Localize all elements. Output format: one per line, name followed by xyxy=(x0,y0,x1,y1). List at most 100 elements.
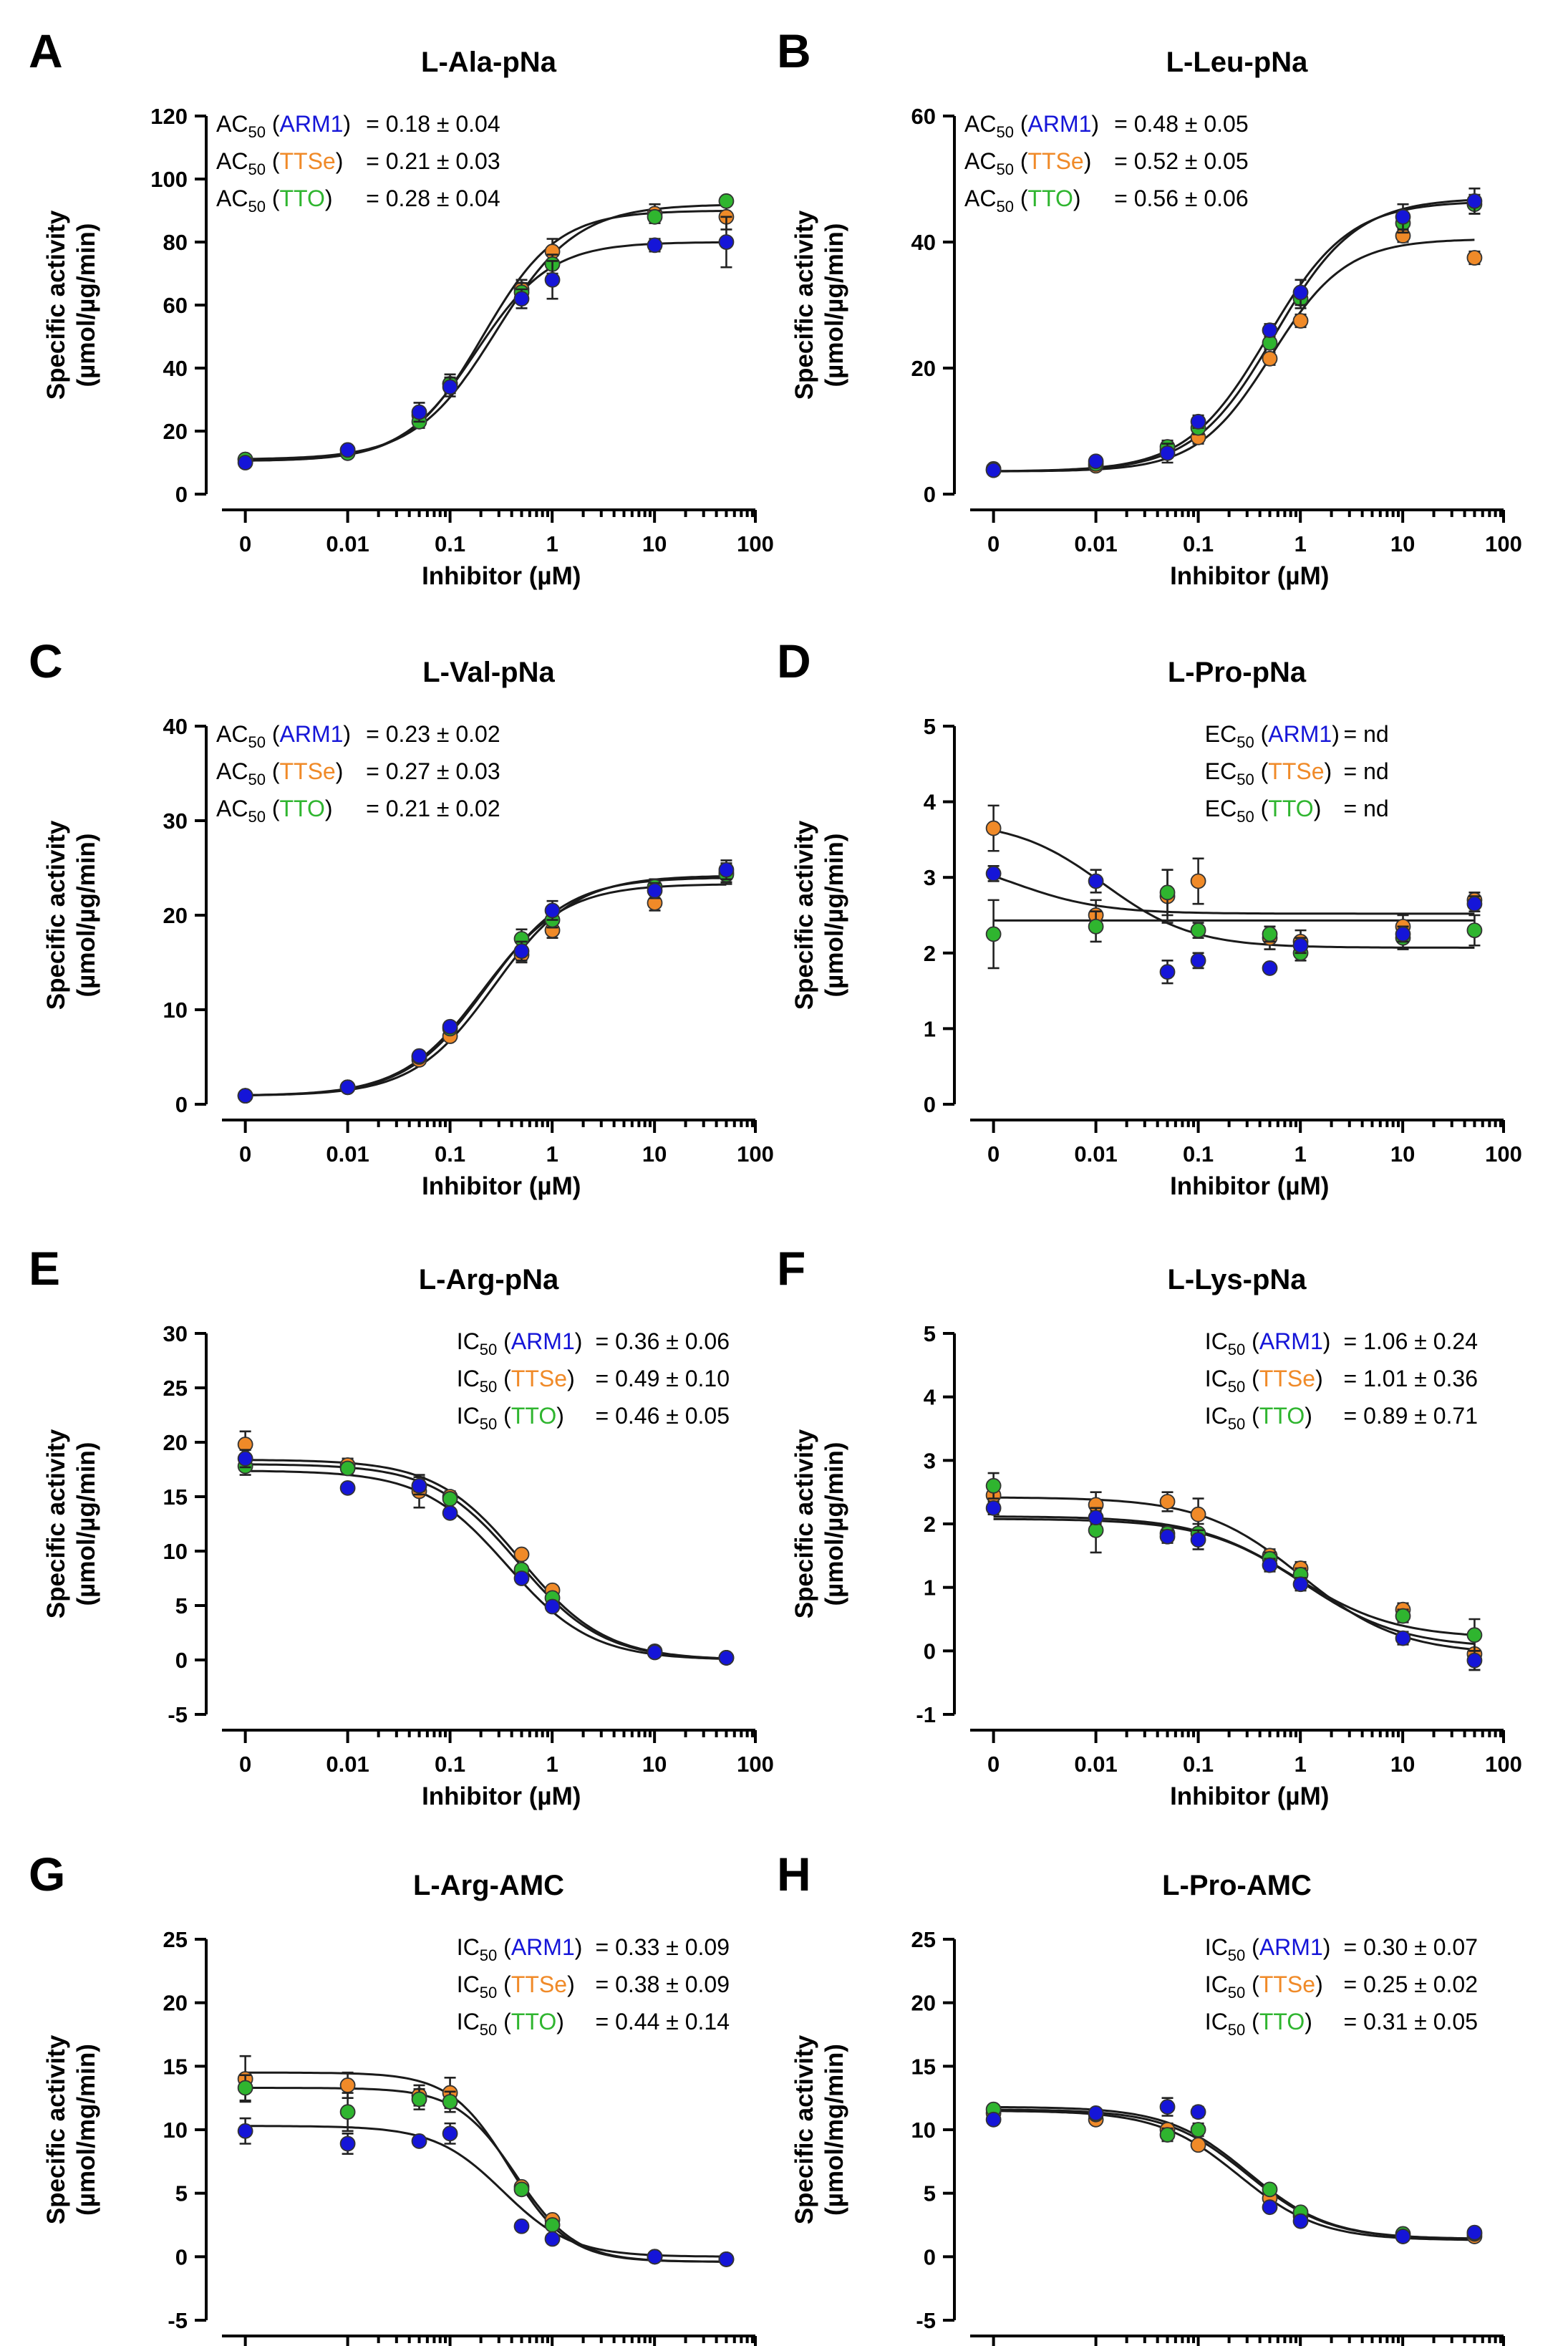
data-point-arm1 xyxy=(544,2231,561,2247)
fit-curve-ttse xyxy=(993,829,1475,949)
y-tick-label: 20 xyxy=(163,1991,188,2016)
data-point-tto xyxy=(1262,926,1278,942)
data-point-ttse xyxy=(1466,250,1483,266)
legend-param-subscript: 50 xyxy=(1228,1378,1245,1396)
x-tick-label: 10 xyxy=(1390,1752,1415,1777)
legend-param-subscript: 50 xyxy=(996,123,1013,141)
legend-paren: ( xyxy=(1254,758,1269,784)
x-tick-label: 0 xyxy=(239,531,251,556)
y-tick-label: 20 xyxy=(163,903,188,928)
data-point-arm1 xyxy=(647,2249,663,2265)
data-point-arm1 xyxy=(1292,937,1309,954)
panel-letter: A xyxy=(29,24,63,77)
data-point-arm1 xyxy=(1088,1510,1104,1526)
legend-param-subscript: 50 xyxy=(1237,733,1254,751)
y-tick-label: 25 xyxy=(163,1376,188,1401)
legend-param-name: IC xyxy=(1205,1328,1228,1354)
panel-title: L-Val-pNa xyxy=(422,657,555,688)
panel-g: GL-Arg-AMC-5051015202500.010.1110100Inhi… xyxy=(29,1848,757,2346)
y-axis-label: Specific activity xyxy=(790,2034,818,2224)
legend-series-name: TTSe xyxy=(1259,1971,1315,1997)
y-tick-label: 2 xyxy=(924,1512,936,1537)
y-tick-label: 5 xyxy=(175,1593,188,1618)
x-tick-label: 0.01 xyxy=(326,1141,369,1167)
legend-param-name: IC xyxy=(1205,1971,1228,1997)
data-point-arm1 xyxy=(718,861,735,878)
x-axis-label: Inhibitor (µM) xyxy=(1170,1172,1329,1200)
data-point-arm1 xyxy=(1190,1532,1206,1548)
legend-param-name: AC xyxy=(964,111,996,137)
data-point-arm1 xyxy=(513,291,530,307)
panel-b: B L-Leu-pNa 0 20 40 60 0 0.01 0.1 1 10 100 Inhibitor… xyxy=(777,24,1522,590)
legend-paren: ( xyxy=(1014,111,1028,137)
panel-letter: C xyxy=(29,634,63,687)
legend-param-subscript: 50 xyxy=(996,160,1013,178)
legend-param: IC50 (TTSe) xyxy=(1205,1366,1323,1396)
legend-series-name: TTSe xyxy=(279,148,335,174)
legend-value: = 0.52 ± 0.05 xyxy=(1114,148,1248,174)
panel-title: L-Lys-pNa xyxy=(1167,1264,1307,1295)
panel-c: C L-Val-pNa 0 10 20 30 40 0 0.01 0.1 1 10 100 Inhibit… xyxy=(29,634,774,1200)
legend-param: IC50 (ARM1) xyxy=(1205,1934,1331,1964)
legend-paren: ) xyxy=(325,796,333,821)
y-tick-label: 20 xyxy=(911,356,936,381)
legend-param: AC50 (TTSe) xyxy=(964,148,1091,178)
panel-letter: F xyxy=(777,1242,805,1295)
data-point-arm1 xyxy=(1466,193,1483,209)
data-point-arm1 xyxy=(718,1650,735,1666)
x-tick-label: 100 xyxy=(737,531,774,556)
y-tick-label: 10 xyxy=(911,2118,936,2143)
legend-paren: ) xyxy=(336,758,344,784)
legend-paren: ( xyxy=(1014,185,1028,211)
legend-paren: ( xyxy=(497,1366,511,1391)
legend-paren: ( xyxy=(1014,148,1028,174)
data-point-arm1 xyxy=(442,1505,458,1521)
data-point-arm1 xyxy=(985,1500,1002,1516)
legend-param-subscript: 50 xyxy=(248,771,265,788)
data-point-ttse xyxy=(1190,2137,1206,2153)
legend-value: = 0.23 ± 0.02 xyxy=(366,721,500,747)
data-point-arm1 xyxy=(647,882,663,899)
legend-value: = 0.38 ± 0.09 xyxy=(596,1971,730,1997)
fit-curve-tto xyxy=(245,1463,727,1660)
y-axis-label: Specific activity xyxy=(42,2034,70,2224)
legend-paren: ) xyxy=(1084,148,1092,174)
legend-param-name: IC xyxy=(457,1403,480,1429)
legend-paren: ( xyxy=(266,758,280,784)
fit-curve-arm1 xyxy=(245,1469,727,1660)
y-tick-label: 20 xyxy=(163,419,188,444)
legend-series-name: ARM1 xyxy=(1027,111,1091,137)
y-tick-label: 20 xyxy=(163,1430,188,1455)
legend-value: = 0.21 ± 0.03 xyxy=(366,148,500,174)
data-point-arm1 xyxy=(513,2218,530,2234)
x-tick-label: 100 xyxy=(1485,1141,1522,1167)
fit-curve-ttse xyxy=(993,2110,1475,2241)
legend-param: IC50 (ARM1) xyxy=(457,1328,583,1358)
fit-curve-arm1 xyxy=(245,241,727,462)
y-tick-label: 1 xyxy=(924,1575,936,1601)
data-point-ttse xyxy=(1190,873,1206,889)
data-point-arm1 xyxy=(513,1570,530,1586)
legend-param-subscript: 50 xyxy=(248,123,265,141)
y-tick-label: 10 xyxy=(163,2118,188,2143)
data-point-arm1 xyxy=(1159,2099,1176,2115)
data-point-arm1 xyxy=(339,2135,356,2152)
legend-param-name: AC xyxy=(964,185,996,211)
y-tick-label: -5 xyxy=(168,2308,188,2333)
legend-series-name: ARM1 xyxy=(1259,1934,1323,1960)
legend-param-subscript: 50 xyxy=(480,1378,497,1396)
legend-series-name: TTSe xyxy=(279,758,335,784)
legend-param: AC50 (ARM1) xyxy=(216,721,351,751)
fit-curve-arm1 xyxy=(993,2108,1475,2240)
legend-param-subscript: 50 xyxy=(248,160,265,178)
legend-value: = nd xyxy=(1344,721,1389,747)
x-tick-label: 1 xyxy=(546,1752,558,1777)
legend-paren: ) xyxy=(575,1934,583,1960)
data-point-arm1 xyxy=(1088,453,1104,470)
legend-series-name: TTO xyxy=(1259,1403,1305,1429)
data-point-arm1 xyxy=(1190,952,1206,969)
legend-value: = 0.44 ± 0.14 xyxy=(596,2009,730,2034)
data-point-arm1 xyxy=(647,237,663,254)
